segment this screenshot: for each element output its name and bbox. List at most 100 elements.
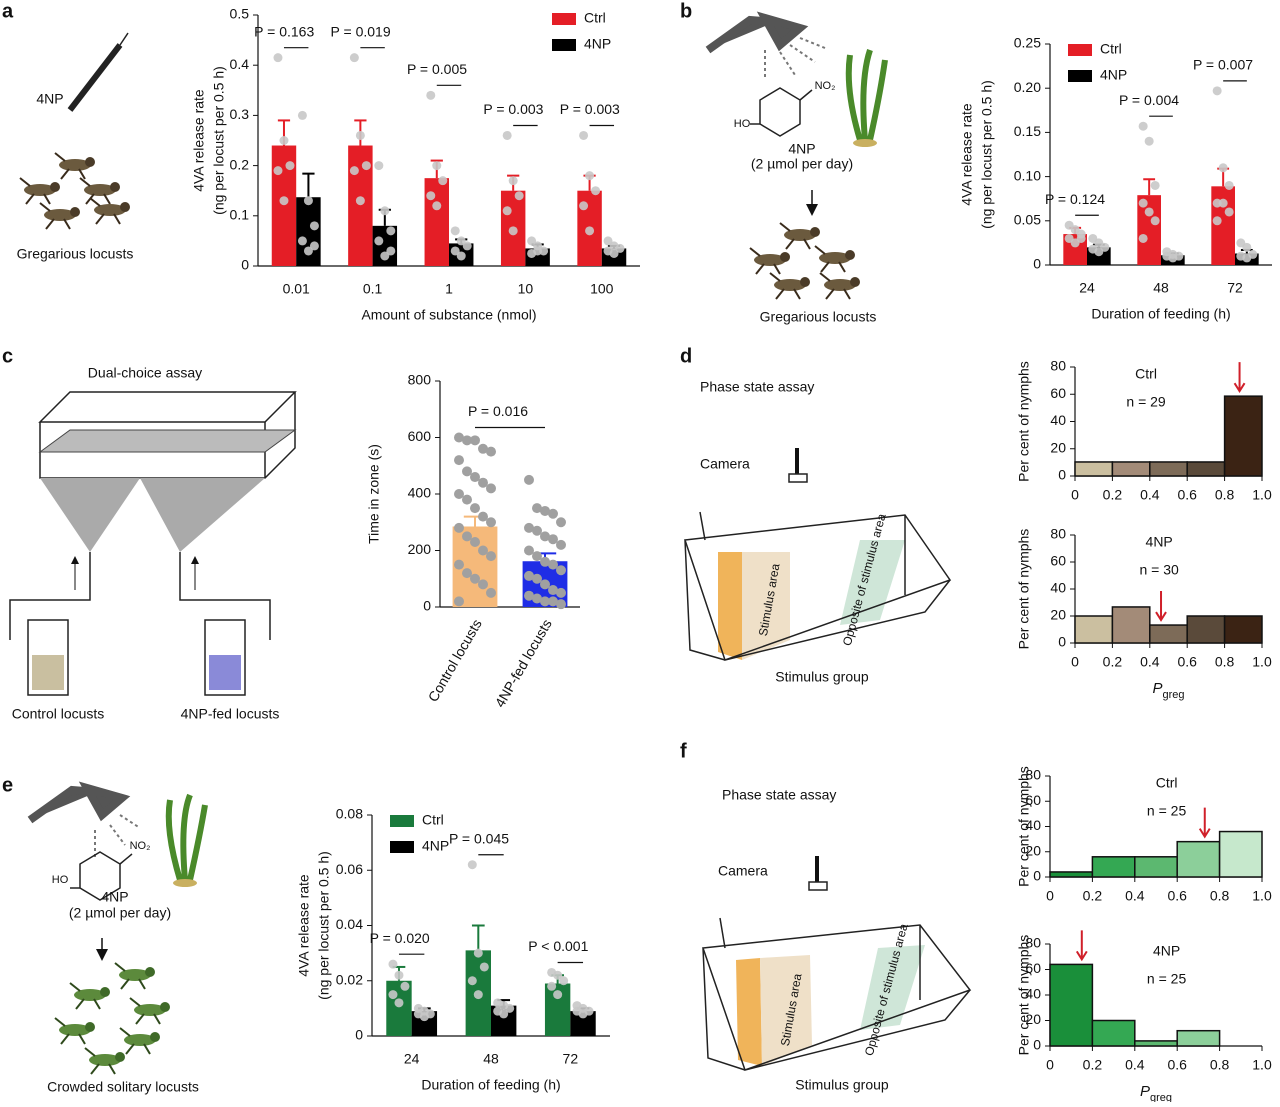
data-point bbox=[1212, 216, 1222, 226]
camera bbox=[808, 856, 828, 891]
x-tick-label: 0.6 bbox=[1167, 1057, 1187, 1073]
label: Crowded solitary locusts bbox=[47, 1079, 199, 1095]
locust bbox=[814, 245, 856, 273]
data-point bbox=[547, 981, 557, 991]
marker-arrow bbox=[1198, 807, 1211, 839]
x-tick-label: 72 bbox=[1227, 280, 1243, 296]
data-point bbox=[467, 976, 477, 986]
locust bbox=[79, 177, 121, 205]
y-axis-label: 4VA release rate bbox=[191, 89, 207, 192]
data-point bbox=[462, 466, 472, 477]
assay-box bbox=[9, 391, 297, 696]
histogram-bar bbox=[1049, 963, 1094, 1047]
data-point bbox=[499, 1009, 509, 1019]
camera bbox=[788, 448, 808, 483]
data-point bbox=[1138, 121, 1148, 131]
x-tick-label: 0.2 bbox=[1083, 1057, 1103, 1073]
data-point bbox=[591, 186, 601, 196]
data-point bbox=[462, 531, 472, 542]
data-point bbox=[309, 221, 319, 231]
data-point bbox=[374, 161, 384, 171]
locust bbox=[54, 1017, 96, 1045]
data-point bbox=[553, 990, 563, 1000]
y-axis-label: (ng per locust per 0.5 h) bbox=[211, 66, 227, 215]
bar bbox=[296, 197, 321, 266]
data-point bbox=[524, 522, 534, 533]
p-value: P = 0.007 bbox=[1193, 57, 1253, 73]
legend-label: 4NP bbox=[1100, 67, 1127, 83]
panel-letter: b bbox=[680, 0, 692, 22]
label: 4NP bbox=[788, 141, 815, 157]
data-point bbox=[303, 196, 313, 206]
data-point bbox=[502, 206, 512, 216]
data-point bbox=[540, 531, 550, 542]
p-value: P = 0.045 bbox=[449, 830, 509, 846]
y-tick-label: 600 bbox=[408, 428, 432, 444]
legend-swatch bbox=[1068, 70, 1092, 82]
annotation: Ctrl bbox=[1156, 775, 1178, 791]
x-tick-label: Control locusts bbox=[425, 616, 485, 704]
data-point bbox=[1138, 198, 1148, 208]
panel-letter: c bbox=[2, 345, 13, 367]
data-point bbox=[1144, 207, 1154, 217]
data-point bbox=[303, 246, 313, 256]
y-tick-label: 0.25 bbox=[1014, 35, 1041, 51]
y-tick-label: 20 bbox=[1050, 439, 1066, 455]
data-point bbox=[540, 556, 550, 567]
data-point bbox=[486, 587, 496, 598]
x-axis-label: Amount of substance (nmol) bbox=[361, 307, 536, 323]
data-point bbox=[532, 503, 542, 514]
y-tick-label: 80 bbox=[1050, 526, 1066, 542]
x-axis-label-main: P bbox=[1152, 680, 1162, 697]
y-tick-label: 0.2 bbox=[230, 156, 250, 172]
data-point bbox=[579, 201, 589, 211]
data-point bbox=[478, 579, 488, 590]
data-point bbox=[540, 579, 550, 590]
y-tick-label: 0.3 bbox=[230, 106, 250, 122]
histogram-bar bbox=[1091, 1019, 1136, 1047]
data-point bbox=[394, 998, 404, 1008]
x-tick-label: 0.2 bbox=[1083, 888, 1103, 904]
data-point bbox=[419, 1012, 429, 1022]
data-point bbox=[603, 236, 613, 246]
y-tick-label: 0 bbox=[1058, 467, 1066, 483]
x-axis-label-main: P bbox=[1140, 1083, 1150, 1100]
data-point bbox=[532, 551, 542, 562]
label: Dual-choice assay bbox=[88, 365, 202, 381]
y-tick-label: 60 bbox=[1050, 385, 1066, 401]
y-tick-label: 80 bbox=[1025, 935, 1041, 951]
data-point bbox=[386, 246, 396, 256]
histogram-bar bbox=[1186, 461, 1226, 477]
data-point bbox=[556, 587, 566, 598]
data-point bbox=[297, 110, 307, 120]
data-point bbox=[486, 551, 496, 562]
data-point bbox=[438, 176, 448, 186]
data-point bbox=[374, 236, 384, 246]
x-tick-label: 1.0 bbox=[1252, 1057, 1272, 1073]
locust bbox=[119, 1027, 161, 1055]
x-axis-label: Duration of feeding (h) bbox=[421, 1077, 560, 1093]
label: Stimulus group bbox=[795, 1077, 889, 1093]
data-point bbox=[1150, 216, 1160, 226]
x-tick-label: 10 bbox=[518, 281, 534, 297]
locust bbox=[54, 152, 96, 180]
y-tick-label: 0.4 bbox=[230, 56, 250, 72]
label: HO bbox=[52, 874, 69, 886]
data-point bbox=[388, 959, 398, 969]
label: Phase state assay bbox=[722, 787, 836, 803]
x-tick-label: 0.4 bbox=[1125, 1057, 1145, 1073]
label: NO₂ bbox=[130, 840, 151, 852]
data-point bbox=[426, 191, 436, 201]
data-point bbox=[1168, 253, 1178, 263]
annotation: n = 29 bbox=[1126, 394, 1166, 410]
x-tick-label: 0.6 bbox=[1177, 654, 1197, 670]
y-tick-label: 0.1 bbox=[230, 207, 250, 223]
data-point bbox=[361, 161, 371, 171]
locust-group bbox=[749, 222, 861, 300]
plant bbox=[845, 49, 888, 147]
x-tick-label: 4NP-fed locusts bbox=[492, 616, 555, 710]
data-point bbox=[532, 525, 542, 536]
bar bbox=[424, 178, 449, 266]
data-point bbox=[462, 435, 472, 446]
